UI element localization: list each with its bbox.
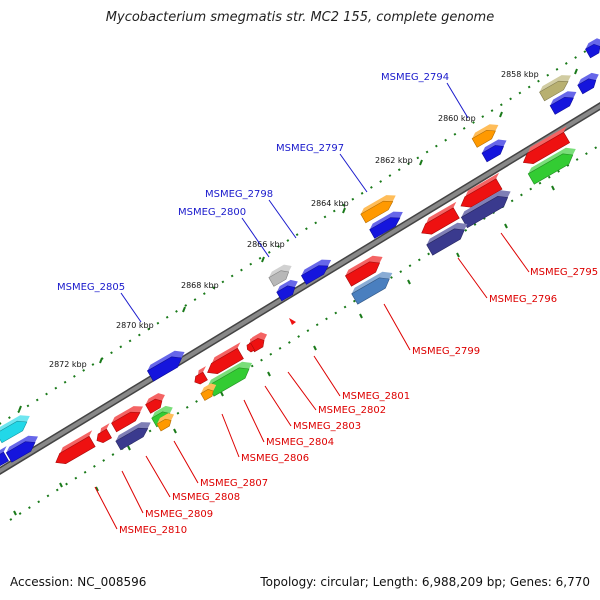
gene-arrow-blue bbox=[549, 91, 577, 115]
lower-leader-line bbox=[500, 232, 530, 273]
ruler-label: 2860 kbp bbox=[438, 114, 476, 123]
gene-arrow-red bbox=[246, 337, 256, 353]
lower-gene-label: MSMEG_2810 bbox=[119, 525, 187, 536]
gene-arrow-navy bbox=[460, 190, 511, 229]
lower-leader-line bbox=[243, 399, 265, 443]
upper-major-ticks bbox=[18, 68, 578, 412]
lower-leader-line bbox=[94, 486, 118, 530]
gene-arrow-small bbox=[289, 318, 296, 325]
upper-gene-label: MSMEG_2794 bbox=[381, 72, 449, 83]
upper-gene-label: MSMEG_2805 bbox=[57, 282, 125, 293]
map-title: Mycobacterium smegmatis str. MC2 155, co… bbox=[105, 10, 495, 25]
accession-text: Accession: NC_008596 bbox=[10, 575, 147, 589]
gene-arrow-red bbox=[96, 423, 112, 444]
gene-arrow-blue bbox=[5, 435, 38, 463]
gene-arrow-orange bbox=[156, 413, 175, 432]
lower-gene-label: MSMEG_2799 bbox=[412, 346, 480, 357]
lower-leader-line bbox=[383, 303, 411, 351]
lower-gene-label: MSMEG_2803 bbox=[293, 421, 361, 432]
upper-leader-line bbox=[268, 199, 297, 239]
gene-arrow-navy bbox=[426, 222, 468, 256]
upper-tick-track bbox=[0, 41, 600, 425]
upper-leader-line bbox=[446, 82, 469, 119]
gene-arrow-red bbox=[55, 430, 96, 465]
gene-arrow-orange bbox=[471, 124, 499, 148]
lower-leader-line bbox=[145, 455, 171, 498]
gene-arrow-green bbox=[527, 147, 576, 185]
upper-leader-line bbox=[339, 153, 368, 193]
lower-leader-line bbox=[173, 440, 199, 484]
lower-leader-line bbox=[121, 470, 144, 514]
gene-arrow-red bbox=[194, 366, 208, 385]
gene-arrow-navy bbox=[115, 422, 151, 451]
gene-arrow-blue bbox=[0, 446, 9, 467]
gene-arrow-red bbox=[145, 393, 165, 414]
lower-major-ticks bbox=[13, 185, 555, 516]
topology-summary: Topology: circular; Length: 6,988,209 bp… bbox=[260, 575, 590, 589]
upper-leader-line bbox=[241, 217, 270, 258]
gene-arrow-blue bbox=[585, 38, 600, 59]
lower-gene-label: MSMEG_2807 bbox=[200, 478, 268, 489]
lower-leader-line bbox=[264, 385, 292, 427]
gene-arrow-blue bbox=[300, 259, 332, 285]
gene-arrow-blue bbox=[369, 211, 403, 239]
ruler-label: 2862 kbp bbox=[375, 156, 413, 165]
ruler-label: 2870 kbp bbox=[116, 321, 154, 330]
lower-gene-label: MSMEG_2809 bbox=[145, 509, 213, 520]
lower-gene-label: MSMEG_2796 bbox=[489, 294, 557, 305]
gene-arrow-blue bbox=[147, 350, 185, 382]
upper-gene-label: MSMEG_2800 bbox=[178, 207, 246, 218]
upper-gene-label: MSMEG_2798 bbox=[205, 189, 273, 200]
gene-arrow-green bbox=[207, 361, 253, 397]
genome-backbone bbox=[0, 102, 600, 475]
gene-features bbox=[0, 38, 600, 467]
gene-arrow-olive bbox=[539, 75, 571, 102]
gene-arrow-steel bbox=[351, 271, 393, 305]
lower-gene-label: MSMEG_2795 bbox=[530, 267, 598, 278]
gene-arrow-red bbox=[207, 342, 244, 375]
upper-gene-label: MSMEG_2797 bbox=[276, 143, 344, 154]
lower-gene-label: MSMEG_2802 bbox=[318, 405, 386, 416]
upper-leader-line bbox=[120, 292, 142, 323]
lower-leader-line bbox=[457, 257, 488, 299]
gene-arrow-gray bbox=[268, 264, 292, 287]
lower-gene-label: MSMEG_2801 bbox=[342, 391, 410, 402]
gene-arrow-orange bbox=[200, 383, 217, 401]
gene-arrow-blue bbox=[276, 279, 298, 302]
ruler-label: 2858 kbp bbox=[501, 70, 539, 79]
ruler-label: 2866 kbp bbox=[247, 240, 285, 249]
lower-leader-line bbox=[313, 355, 341, 397]
gene-arrow-red bbox=[421, 201, 460, 235]
lower-leader-line bbox=[221, 413, 240, 458]
gene-arrow-blue bbox=[577, 72, 599, 95]
lower-gene-label: MSMEG_2808 bbox=[172, 492, 240, 503]
ruler-label: 2864 kbp bbox=[311, 199, 349, 208]
ruler-label: 2872 kbp bbox=[49, 360, 87, 369]
ruler-label: 2868 kbp bbox=[181, 281, 219, 290]
gene-arrow-red bbox=[460, 172, 503, 208]
lower-leader-line bbox=[287, 371, 317, 411]
gene-arrow-red bbox=[345, 255, 383, 287]
gene-arrow-blue bbox=[481, 139, 507, 163]
lower-gene-label: MSMEG_2804 bbox=[266, 437, 334, 448]
gene-arrow-cyan bbox=[0, 415, 30, 444]
gene-arrow-orange bbox=[360, 195, 396, 224]
gene-arrow-red bbox=[111, 406, 143, 433]
lower-gene-label: MSMEG_2806 bbox=[241, 453, 309, 464]
gene-arrow-red bbox=[522, 126, 571, 165]
